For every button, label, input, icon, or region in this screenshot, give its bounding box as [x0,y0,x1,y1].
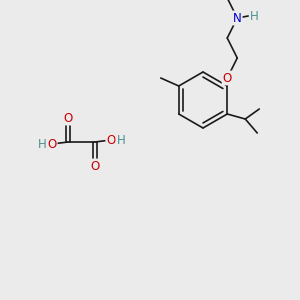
Text: O: O [47,137,57,151]
Text: O: O [90,160,100,172]
Text: H: H [38,137,46,151]
Text: O: O [223,71,232,85]
Text: H: H [250,10,259,22]
Text: N: N [233,11,242,25]
Text: O: O [106,134,116,146]
Text: H: H [117,134,125,146]
Text: O: O [63,112,73,124]
